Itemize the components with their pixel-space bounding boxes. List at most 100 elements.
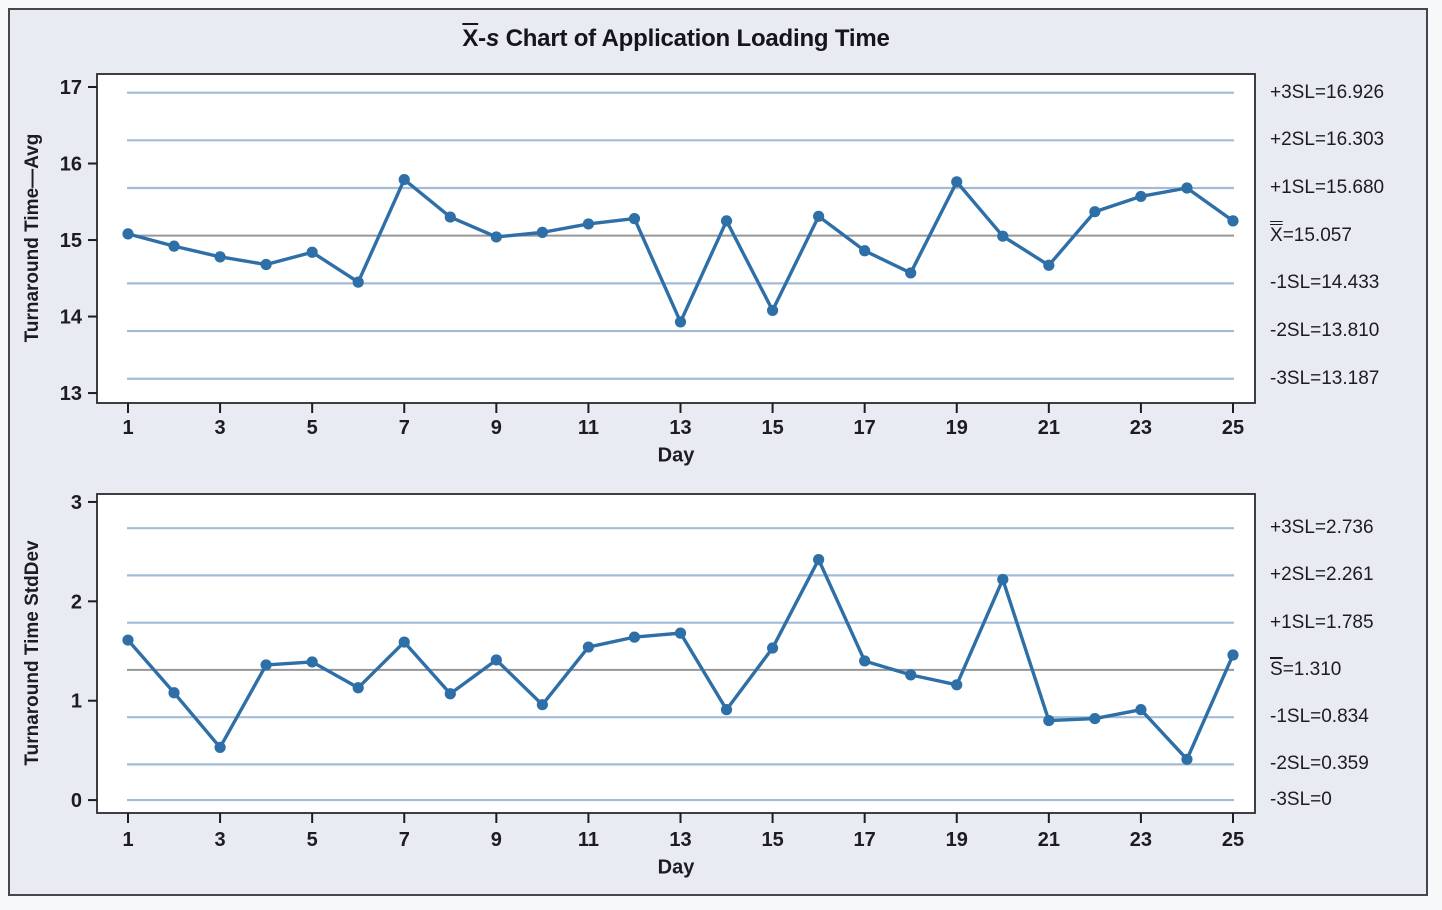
data-point bbox=[1227, 215, 1239, 227]
y-tick-label: 1 bbox=[71, 691, 82, 713]
sigma-limit-label: -2SL=0.359 bbox=[1270, 753, 1369, 775]
xbar-symbol: X bbox=[462, 25, 479, 52]
data-point bbox=[628, 631, 641, 643]
x-tick-label: 13 bbox=[669, 417, 691, 439]
data-point bbox=[306, 246, 318, 258]
data-point bbox=[168, 687, 180, 699]
sigma-limit-label: -2SL=13.810 bbox=[1270, 320, 1380, 342]
sigma-limit-label: +3SL=2.736 bbox=[1270, 517, 1374, 539]
data-point bbox=[444, 688, 456, 700]
sigma-limit-label: -3SL=13.187 bbox=[1270, 367, 1380, 389]
data-point bbox=[168, 240, 180, 252]
data-point bbox=[260, 659, 272, 671]
data-point bbox=[951, 176, 963, 188]
x-tick-label: 11 bbox=[578, 829, 599, 851]
xbar-x-axis-title: Day bbox=[657, 444, 695, 467]
data-point bbox=[122, 228, 134, 240]
y-tick-label: 0 bbox=[71, 790, 82, 812]
x-tick-label: 23 bbox=[1130, 417, 1152, 439]
y-tick-label: 14 bbox=[60, 307, 83, 329]
x-tick-label: 1 bbox=[122, 829, 133, 851]
data-point bbox=[1135, 190, 1147, 203]
data-point bbox=[536, 226, 548, 238]
x-tick-label: 7 bbox=[399, 417, 410, 439]
sigma-limit-label: -1SL=0.834 bbox=[1270, 706, 1369, 728]
data-point bbox=[352, 276, 364, 288]
x-tick-label: 3 bbox=[215, 417, 226, 439]
x-tick-label: 11 bbox=[578, 417, 599, 439]
data-point bbox=[766, 642, 779, 654]
center-line-label: X=15.057 bbox=[1270, 224, 1352, 246]
data-point bbox=[859, 245, 871, 257]
x-tick-label: 19 bbox=[946, 829, 968, 851]
chart-title: X-s Chart of Application Loading Time bbox=[462, 25, 890, 52]
y-tick-label: 16 bbox=[60, 154, 82, 176]
x-tick-label: 9 bbox=[491, 417, 502, 439]
data-point bbox=[582, 218, 595, 230]
x-tick-label: 17 bbox=[854, 417, 876, 439]
s-symbol: s bbox=[485, 25, 500, 52]
data-point bbox=[997, 230, 1009, 242]
sigma-limit-label: +3SL=16.926 bbox=[1270, 81, 1385, 103]
x-tick-label: 7 bbox=[399, 829, 410, 851]
y-tick-label: 13 bbox=[60, 383, 82, 405]
data-point bbox=[444, 211, 456, 223]
data-point bbox=[398, 173, 410, 186]
data-point bbox=[720, 704, 733, 716]
data-point bbox=[582, 641, 595, 653]
data-point bbox=[674, 627, 687, 639]
plot-area bbox=[97, 74, 1255, 403]
data-point bbox=[720, 215, 733, 227]
data-point bbox=[859, 655, 871, 667]
data-point bbox=[951, 679, 963, 691]
x-tick-label: 21 bbox=[1038, 829, 1060, 851]
data-point bbox=[905, 669, 917, 681]
data-point bbox=[1181, 182, 1193, 194]
y-tick-label: 17 bbox=[60, 77, 82, 99]
x-tick-label: 15 bbox=[761, 829, 783, 851]
data-point bbox=[398, 636, 410, 648]
s-y-axis-title: Turnaround Time StdDev bbox=[22, 540, 43, 766]
data-point bbox=[1043, 259, 1055, 271]
plot-border bbox=[96, 73, 1256, 404]
plot-border bbox=[96, 493, 1256, 814]
data-point bbox=[1181, 753, 1193, 765]
s-x-axis-title: Day bbox=[657, 856, 695, 879]
sigma-limit-label: +1SL=1.785 bbox=[1270, 611, 1374, 633]
x-tick-label: 3 bbox=[215, 829, 226, 851]
x-tick-label: 25 bbox=[1222, 829, 1244, 851]
data-point bbox=[352, 682, 364, 694]
data-point bbox=[813, 553, 825, 566]
data-point bbox=[490, 654, 502, 666]
data-point bbox=[536, 699, 548, 711]
y-tick-label: 3 bbox=[71, 492, 82, 514]
x-tick-label: 25 bbox=[1222, 417, 1244, 439]
data-point bbox=[1043, 714, 1055, 727]
data-point bbox=[905, 267, 917, 279]
data-point bbox=[1227, 649, 1239, 661]
data-point bbox=[1089, 206, 1101, 218]
sigma-limit-label: +1SL=15.680 bbox=[1270, 177, 1385, 198]
data-point bbox=[766, 304, 779, 317]
sigma-limit-label: +2SL=2.261 bbox=[1270, 564, 1374, 586]
data-point bbox=[813, 210, 825, 222]
x-tick-label: 15 bbox=[761, 417, 783, 439]
data-point bbox=[1135, 704, 1147, 716]
data-point bbox=[628, 213, 641, 225]
x-tick-label: 13 bbox=[669, 829, 691, 851]
data-point bbox=[490, 231, 502, 243]
data-point bbox=[214, 251, 226, 263]
xbar-y-axis-title: Turnaround Time—Avg bbox=[22, 133, 43, 343]
y-tick-label: 2 bbox=[71, 591, 82, 613]
data-point bbox=[674, 316, 687, 328]
x-tick-label: 23 bbox=[1130, 829, 1152, 851]
center-line-label: S=1.310 bbox=[1270, 658, 1342, 680]
plot-area bbox=[97, 494, 1255, 813]
data-point bbox=[306, 656, 318, 668]
x-tick-label: 5 bbox=[307, 829, 318, 851]
x-tick-label: 17 bbox=[854, 829, 876, 851]
